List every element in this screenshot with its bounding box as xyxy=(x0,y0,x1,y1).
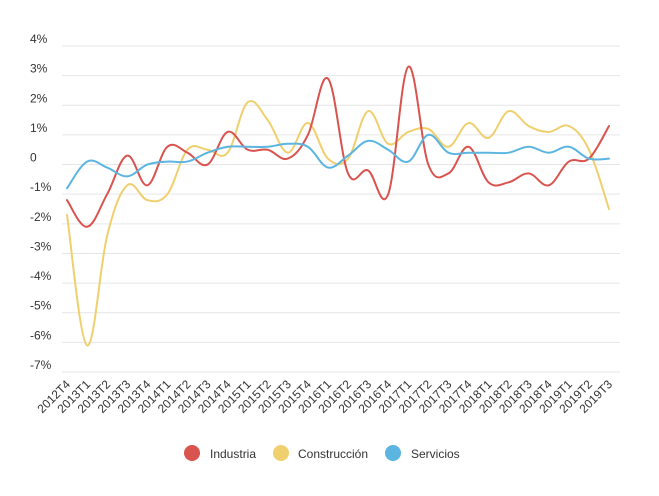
y-tick-label: 4% xyxy=(30,32,48,46)
y-tick-label: 1% xyxy=(30,121,48,135)
legend-label-industria: Industria xyxy=(210,447,256,461)
legend-label-servicios: Servicios xyxy=(411,447,460,461)
y-tick-label: 3% xyxy=(30,62,48,76)
y-gridlines xyxy=(62,45,620,373)
series-line-construccion xyxy=(66,100,610,347)
y-tick-label: 2% xyxy=(30,91,48,105)
legend-marker-construccion xyxy=(273,445,289,461)
legend: Industria Construcción Servicios xyxy=(184,445,460,461)
series-line-industria xyxy=(66,65,610,228)
series-line-servicios xyxy=(66,133,610,190)
y-tick-label: -6% xyxy=(30,328,52,342)
series-lines xyxy=(66,65,610,347)
y-tick-label: -1% xyxy=(30,180,52,194)
y-tick-label: 0 xyxy=(30,151,37,165)
y-axis-tick-labels: 4% 3% 2% 1% 0 -1% -2% -3% -4% -5% -6% -7% xyxy=(30,32,52,372)
y-tick-label: -2% xyxy=(30,210,52,224)
y-tick-label: -7% xyxy=(30,358,52,372)
x-axis-tick-labels: 2012T42013T12013T22013T32013T42014T12014… xyxy=(34,377,615,416)
y-tick-label: -4% xyxy=(30,269,52,283)
legend-marker-servicios xyxy=(385,445,401,461)
legend-marker-industria xyxy=(184,445,200,461)
y-tick-label: -3% xyxy=(30,239,52,253)
legend-label-construccion: Construcción xyxy=(298,447,368,461)
y-tick-label: -5% xyxy=(30,299,52,313)
